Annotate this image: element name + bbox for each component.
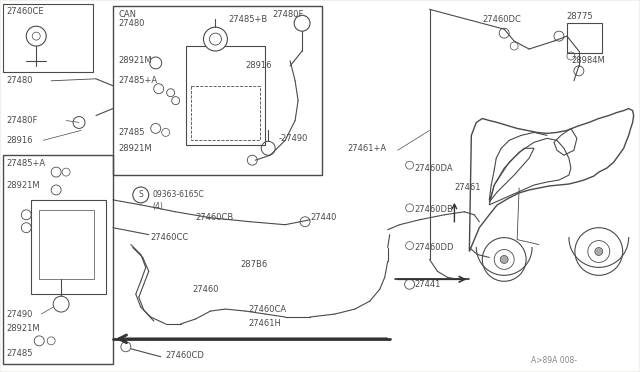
Text: 28921M: 28921M xyxy=(6,324,40,333)
Text: 27460CD: 27460CD xyxy=(166,351,205,360)
Bar xyxy=(567,23,602,53)
Bar xyxy=(191,86,260,140)
Text: A>89A 008-: A>89A 008- xyxy=(531,356,577,365)
Text: 27490: 27490 xyxy=(6,310,33,318)
Text: 287B6: 287B6 xyxy=(241,260,268,269)
Text: 27440: 27440 xyxy=(310,213,337,222)
Text: 27485+A: 27485+A xyxy=(6,159,45,168)
Text: (4): (4) xyxy=(153,202,164,211)
Polygon shape xyxy=(469,109,634,251)
Bar xyxy=(3,155,113,364)
Text: CAN: CAN xyxy=(119,10,137,19)
Text: 28916: 28916 xyxy=(245,61,272,70)
Bar xyxy=(31,200,106,294)
Text: 28984M: 28984M xyxy=(571,57,605,65)
Text: 27461+A: 27461+A xyxy=(348,144,387,153)
Circle shape xyxy=(133,187,148,203)
Text: 28921M: 28921M xyxy=(6,180,40,189)
Text: 09363-6165C: 09363-6165C xyxy=(153,190,204,199)
Circle shape xyxy=(595,247,603,256)
Text: 27460CA: 27460CA xyxy=(248,305,287,314)
Circle shape xyxy=(483,238,526,281)
Text: 27480F: 27480F xyxy=(272,10,303,19)
Text: 27460DB: 27460DB xyxy=(415,205,454,214)
Text: 27485+A: 27485+A xyxy=(119,76,158,85)
Text: 27480: 27480 xyxy=(119,19,145,28)
Circle shape xyxy=(575,228,623,275)
Text: 27461: 27461 xyxy=(454,183,481,192)
Text: 28916: 28916 xyxy=(6,136,33,145)
Text: 27441: 27441 xyxy=(415,280,441,289)
Text: 28775: 28775 xyxy=(566,12,593,21)
Text: 27460: 27460 xyxy=(193,285,219,294)
Bar xyxy=(186,46,265,145)
Circle shape xyxy=(494,250,514,269)
Text: 27460CB: 27460CB xyxy=(196,213,234,222)
Circle shape xyxy=(204,27,227,51)
Text: -27490: -27490 xyxy=(278,134,308,143)
Text: 28921M: 28921M xyxy=(119,57,152,65)
Text: 28921M: 28921M xyxy=(119,144,152,153)
Polygon shape xyxy=(489,138,571,205)
Bar xyxy=(3,4,93,72)
Text: S: S xyxy=(138,190,143,199)
Bar xyxy=(113,6,322,175)
Text: 27460DD: 27460DD xyxy=(415,243,454,252)
Text: 27460DA: 27460DA xyxy=(415,164,453,173)
Circle shape xyxy=(500,256,508,263)
Text: 27485+B: 27485+B xyxy=(228,15,268,24)
Text: 27461H: 27461H xyxy=(248,320,281,328)
Text: 27460CE: 27460CE xyxy=(6,7,44,16)
Text: 27480: 27480 xyxy=(6,76,33,85)
Text: 27485: 27485 xyxy=(6,349,33,358)
Text: 27485: 27485 xyxy=(119,128,145,137)
Circle shape xyxy=(588,241,610,262)
Bar xyxy=(39,210,94,279)
Text: 27480F: 27480F xyxy=(6,116,38,125)
Text: 27460CC: 27460CC xyxy=(151,233,189,242)
Text: 27460DC: 27460DC xyxy=(483,15,521,24)
